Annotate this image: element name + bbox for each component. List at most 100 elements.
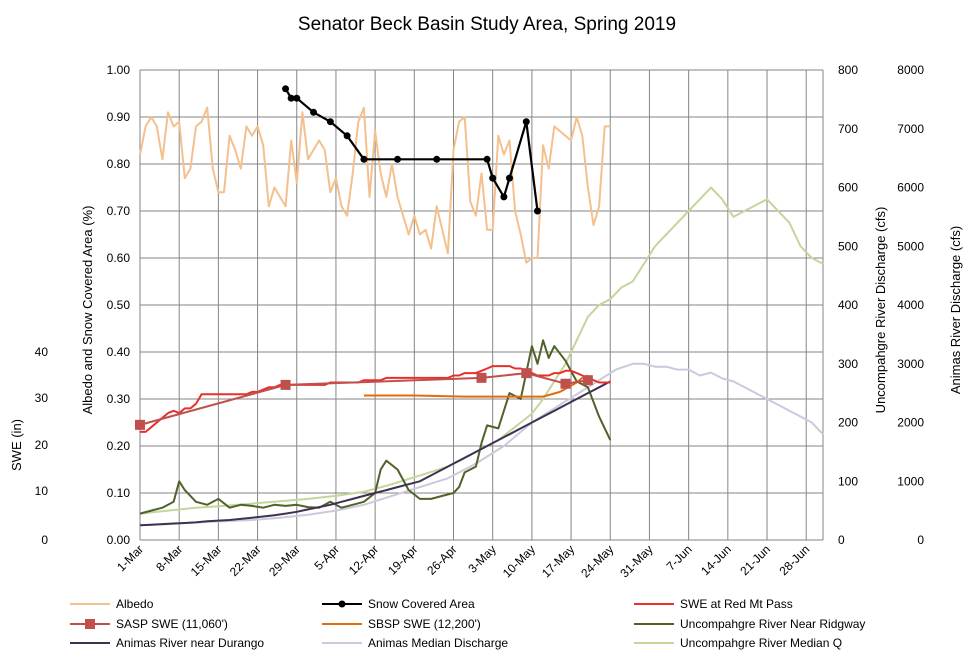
y-tick-animas: 8000 (897, 63, 924, 77)
x-tick-label: 8-Mar (153, 542, 185, 574)
legend-marker (85, 619, 95, 629)
y-tick-animas: 7000 (897, 122, 924, 136)
series-line-6 (139, 380, 611, 527)
x-tick-label: 24-May (578, 542, 616, 580)
data-point (360, 155, 368, 163)
axes-layer: 0.00 0.10 0.20 0.30 0.40 0.50 0.60 0.70 0.80 0.90… (35, 63, 925, 580)
y-tick-animas: 0 (917, 533, 924, 547)
x-tick-label: 19-Apr (385, 542, 420, 577)
series-line-5 (139, 339, 612, 515)
x-tick-label: 3-May (465, 542, 498, 575)
y-tick-uncompahgre: 100 (838, 474, 858, 488)
legend-label: SBSP SWE (12,200') (368, 617, 481, 631)
y-tick-swe: 10 (35, 484, 49, 498)
legend: Albedo Snow Covered Area SWE at Red Mt Pas… (70, 597, 865, 650)
data-point (476, 372, 487, 383)
y-axis-label-swe: SWE (in) (9, 419, 24, 471)
y-tick-albedo: 0.60 (107, 251, 131, 265)
x-tick-label: 7-Jun (664, 542, 695, 573)
y-tick-swe: 20 (35, 438, 49, 452)
y-tick-animas: 3000 (897, 357, 924, 371)
legend-label: Snow Covered Area (368, 597, 475, 611)
data-point (533, 207, 541, 215)
legend-label: SASP SWE (11,060') (116, 617, 228, 631)
x-tick-label: 28-Jun (776, 542, 812, 578)
y-tick-albedo: 0.80 (107, 157, 131, 171)
x-tick-label: 29-Mar (266, 542, 303, 579)
legend-marker (338, 600, 346, 608)
data-point (433, 155, 441, 163)
y-tick-albedo: 0.70 (107, 204, 131, 218)
data-point (489, 174, 497, 182)
data-point (521, 368, 532, 379)
chart-title: Senator Beck Basin Study Area, Spring 20… (298, 14, 676, 35)
series-line-1 (284, 88, 539, 212)
x-tick-label: 21-Jun (737, 542, 773, 578)
y-tick-uncompahgre: 400 (838, 298, 858, 312)
y-axis-label-animas: Animas River Discharge (cfs) (948, 226, 963, 394)
data-point (483, 155, 491, 163)
series-line-7 (139, 362, 824, 527)
y-axis-label-uncompahgre: Uncompahgre River Discharge (cfs) (873, 207, 888, 414)
y-tick-swe: 30 (35, 391, 49, 405)
series-line-2 (140, 365, 611, 433)
y-tick-animas: 1000 (897, 474, 924, 488)
legend-label: Animas River near Durango (116, 636, 264, 650)
y-tick-uncompahgre: 500 (838, 239, 858, 253)
x-tick-label: 5-Apr (311, 542, 342, 573)
y-tick-uncompahgre: 200 (838, 416, 858, 430)
series-line-8 (139, 186, 824, 515)
data-point (343, 132, 351, 140)
y-axis-label-albedo: Albedo and Snow Covered Area (%) (80, 206, 95, 415)
x-tick-label: 15-Mar (188, 542, 225, 579)
data-point (287, 94, 295, 102)
data-point (293, 94, 301, 102)
y-tick-uncompahgre: 0 (838, 533, 845, 547)
y-tick-albedo: 0.10 (107, 486, 131, 500)
data-point (310, 108, 318, 116)
data-point (582, 375, 593, 386)
y-tick-uncompahgre: 600 (838, 181, 858, 195)
series-line-4 (363, 374, 589, 398)
x-tick-label: 26-Apr (424, 542, 459, 577)
y-tick-animas: 6000 (897, 181, 924, 195)
legend-label: SWE at Red Mt Pass (680, 597, 793, 611)
data-point (500, 193, 508, 201)
y-tick-albedo: 0.50 (107, 298, 131, 312)
data-point (326, 118, 334, 126)
legend-label: Uncompahgre River Near Ridgway (680, 617, 865, 631)
x-tick-label: 1-Mar (114, 542, 146, 574)
data-point (280, 379, 291, 390)
y-tick-animas: 2000 (897, 416, 924, 430)
y-tick-albedo: 1.00 (107, 63, 131, 77)
data-point (522, 118, 530, 126)
data-point (135, 419, 145, 430)
x-tick-label: 31-May (617, 542, 655, 580)
data-point (560, 378, 571, 389)
y-tick-albedo: 0.00 (107, 533, 131, 547)
data-point (282, 85, 290, 93)
gridlines (139, 69, 824, 541)
y-tick-uncompahgre: 800 (838, 63, 858, 77)
y-tick-albedo: 0.20 (107, 439, 131, 453)
y-tick-swe: 40 (35, 345, 49, 359)
legend-label: Animas Median Discharge (368, 636, 508, 650)
y-tick-albedo: 0.30 (107, 392, 131, 406)
legend-label: Uncompahgre River Median Q (680, 636, 842, 650)
y-tick-animas: 5000 (897, 239, 924, 253)
y-tick-albedo: 0.40 (107, 345, 131, 359)
x-tick-label: 17-May (539, 542, 577, 580)
x-tick-label: 10-May (500, 542, 538, 580)
y-tick-swe: 0 (41, 533, 48, 547)
x-tick-label: 12-Apr (346, 542, 381, 577)
legend-label: Albedo (116, 597, 154, 611)
x-tick-label: 22-Mar (227, 542, 264, 579)
x-tick-label: 14-Jun (698, 542, 734, 578)
y-tick-albedo: 0.90 (107, 110, 131, 124)
y-tick-uncompahgre: 700 (838, 122, 858, 136)
data-point (505, 174, 513, 182)
series-layer (135, 85, 824, 527)
series-line-0 (139, 106, 611, 264)
y-tick-animas: 4000 (897, 298, 924, 312)
